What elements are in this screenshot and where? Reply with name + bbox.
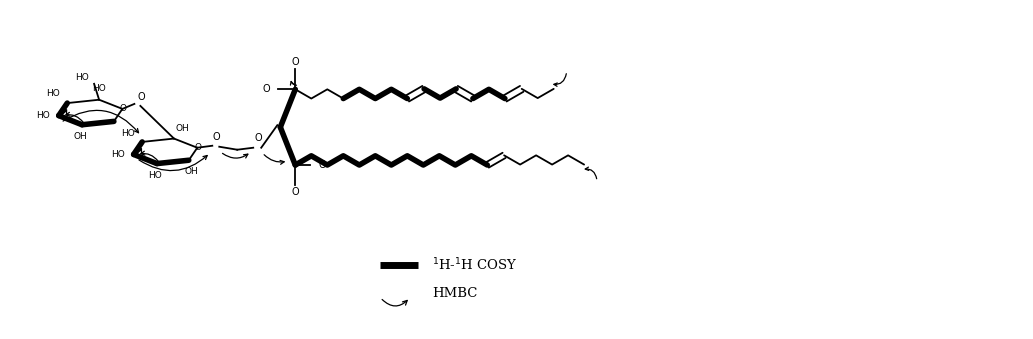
Text: HO: HO bbox=[148, 171, 162, 180]
Text: OH: OH bbox=[73, 132, 87, 141]
Text: OH: OH bbox=[176, 124, 190, 133]
Text: O: O bbox=[291, 57, 300, 67]
Text: O: O bbox=[213, 132, 220, 142]
Text: HO: HO bbox=[92, 84, 106, 93]
Text: HMBC: HMBC bbox=[432, 287, 477, 300]
Text: O: O bbox=[137, 92, 145, 102]
Text: HO: HO bbox=[36, 111, 50, 120]
Text: $^{1}$H-$^{1}$H COSY: $^{1}$H-$^{1}$H COSY bbox=[432, 256, 518, 273]
Text: HO: HO bbox=[111, 150, 125, 159]
Text: OH: OH bbox=[185, 167, 198, 176]
Text: HO: HO bbox=[75, 73, 89, 82]
Text: O: O bbox=[262, 84, 271, 94]
Text: HO: HO bbox=[122, 129, 135, 138]
Text: O: O bbox=[120, 104, 127, 113]
Text: O: O bbox=[194, 142, 201, 152]
Text: O: O bbox=[254, 133, 262, 143]
Text: O: O bbox=[291, 187, 300, 197]
Text: HO: HO bbox=[46, 89, 60, 98]
Text: O: O bbox=[318, 160, 325, 170]
